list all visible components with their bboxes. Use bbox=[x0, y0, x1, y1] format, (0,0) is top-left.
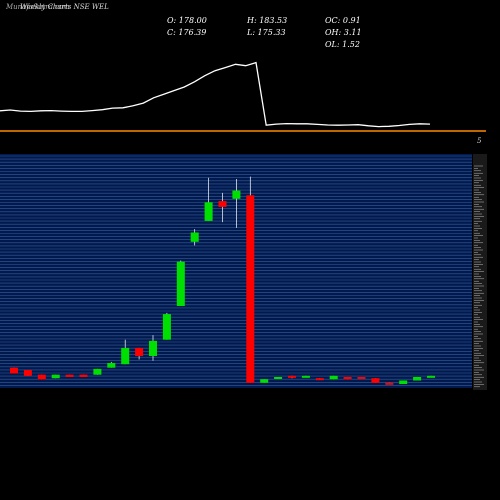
stat-oc: OC: 0.91 bbox=[325, 16, 361, 25]
candle bbox=[315, 378, 324, 381]
candle bbox=[135, 347, 144, 360]
candle-body bbox=[37, 374, 46, 380]
price-panel bbox=[0, 154, 487, 390]
candle bbox=[260, 379, 269, 383]
candle bbox=[79, 374, 88, 377]
candle-body bbox=[357, 377, 366, 379]
candle-body bbox=[427, 375, 435, 378]
candle-body bbox=[232, 190, 241, 199]
candle bbox=[162, 312, 171, 340]
candle bbox=[288, 375, 296, 379]
candle bbox=[246, 176, 255, 383]
candle-body bbox=[65, 374, 74, 377]
candle-body bbox=[190, 232, 199, 242]
indicator-panel bbox=[0, 61, 431, 128]
candle bbox=[121, 339, 130, 365]
candle bbox=[107, 361, 116, 368]
candle-body bbox=[288, 375, 296, 378]
candle bbox=[413, 377, 422, 381]
candle-body bbox=[315, 378, 324, 381]
candle-body bbox=[149, 340, 157, 356]
candle bbox=[357, 377, 366, 379]
candle bbox=[93, 368, 102, 375]
candle-body bbox=[301, 375, 310, 378]
stat-ol: OL: 1.52 bbox=[325, 40, 360, 49]
candle bbox=[232, 179, 241, 228]
stat-close: C: 176.39 bbox=[167, 28, 207, 37]
candle-body bbox=[399, 380, 408, 384]
candle-body bbox=[246, 195, 255, 383]
candle-body bbox=[274, 377, 283, 379]
candle-body bbox=[79, 374, 88, 377]
candle bbox=[23, 370, 32, 376]
candle-body bbox=[51, 374, 60, 379]
candle bbox=[301, 375, 310, 378]
stat-low: L: 175.33 bbox=[247, 28, 286, 37]
candle-body bbox=[218, 201, 227, 207]
chart-subtitle: Weekly Charts NSE WEL bbox=[20, 3, 109, 11]
candle-body bbox=[260, 379, 269, 383]
candle-body bbox=[23, 370, 32, 376]
brand-name: MunafaSutra.com bbox=[6, 3, 70, 11]
candles-layer bbox=[10, 176, 435, 385]
candle-body bbox=[135, 347, 144, 357]
candle-body bbox=[329, 375, 338, 380]
brand-watermark: MunafaSutra.com Weekly Charts NSE WEL bbox=[6, 3, 109, 11]
candle-body bbox=[176, 261, 185, 306]
candle bbox=[218, 192, 227, 223]
candle bbox=[204, 177, 213, 221]
candle bbox=[176, 260, 185, 306]
candle bbox=[371, 378, 380, 383]
candle bbox=[343, 377, 352, 380]
candle bbox=[65, 374, 74, 377]
candle-body bbox=[162, 314, 171, 340]
candle bbox=[274, 377, 283, 379]
candle-body bbox=[10, 367, 18, 374]
candle-body bbox=[371, 378, 380, 383]
y-axis-strip bbox=[473, 154, 487, 390]
candle bbox=[385, 382, 394, 385]
candle-body bbox=[385, 382, 394, 385]
candle bbox=[10, 367, 18, 374]
candle bbox=[190, 229, 199, 246]
candle bbox=[427, 375, 435, 378]
candle bbox=[51, 374, 60, 379]
candle-body bbox=[93, 368, 102, 375]
candle bbox=[37, 374, 46, 380]
candle-body bbox=[413, 377, 422, 381]
stat-high: H: 183.53 bbox=[247, 16, 288, 25]
indicator-line bbox=[0, 61, 431, 128]
candle bbox=[329, 375, 338, 380]
y-tick-label: 5 bbox=[477, 137, 482, 145]
candle-body bbox=[204, 202, 213, 221]
candle-body bbox=[343, 377, 352, 380]
candle-body bbox=[107, 363, 116, 368]
stat-oh: OH: 3.11 bbox=[325, 28, 362, 37]
candle bbox=[399, 380, 408, 384]
candle-body bbox=[121, 347, 130, 365]
stat-open: O: 178.00 bbox=[167, 16, 207, 25]
candle bbox=[149, 335, 157, 361]
